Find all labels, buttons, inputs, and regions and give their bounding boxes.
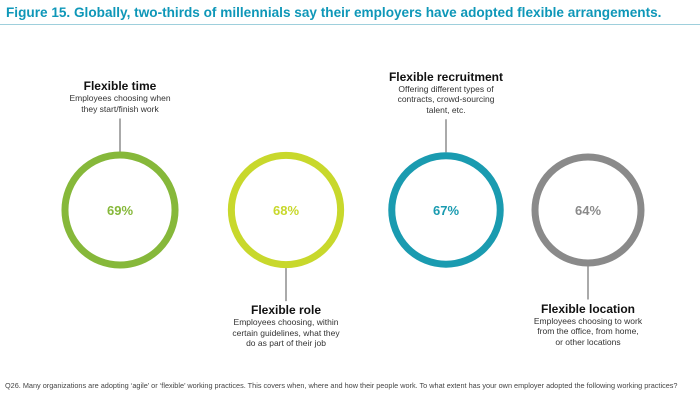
value-label-flexible-location: 64% [575, 203, 601, 218]
figure-title: Figure 15. Globally, two-thirds of mille… [6, 5, 662, 20]
value-label-flexible-recruitment: 67% [433, 203, 459, 218]
ring-flexible-recruitment [388, 152, 504, 268]
value-label-flexible-role: 68% [273, 203, 299, 218]
label-description: Employees choosing, within certain guide… [232, 317, 340, 349]
label-title: Flexible time [83, 79, 157, 94]
bubble-flexible-recruitment: 67% [388, 119, 504, 268]
survey-question-footnote: Q26. Many organizations are adopting ‘ag… [5, 381, 678, 390]
ring-flexible-role [227, 151, 345, 269]
label-title: Flexible location [540, 301, 636, 316]
label-flexible-role: Flexible role Employees choosing, within… [206, 303, 366, 349]
label-description: Offering different types of contracts, c… [397, 83, 495, 115]
ring-flexible-time [61, 151, 179, 269]
label-flexible-location: Flexible location Employees choosing to … [508, 302, 668, 348]
label-title: Flexible recruitment [388, 69, 504, 84]
ring-flexible-location [531, 153, 645, 267]
value-label-flexible-time: 69% [107, 203, 133, 218]
bubble-flexible-time: 69% [61, 118, 179, 269]
label-description: Employees choosing to work from the offi… [533, 315, 643, 347]
bubble-flexible-role: 68% [227, 151, 345, 302]
label-title: Flexible role [250, 303, 322, 318]
bubble-flexible-location: 64% [531, 153, 645, 300]
label-flexible-time: Flexible time Employees choosing when th… [40, 79, 200, 114]
label-description: Employees choosing when they start/finis… [69, 93, 171, 114]
label-flexible-recruitment: Flexible recruitment Offering different … [366, 70, 526, 116]
title-divider [0, 24, 700, 25]
